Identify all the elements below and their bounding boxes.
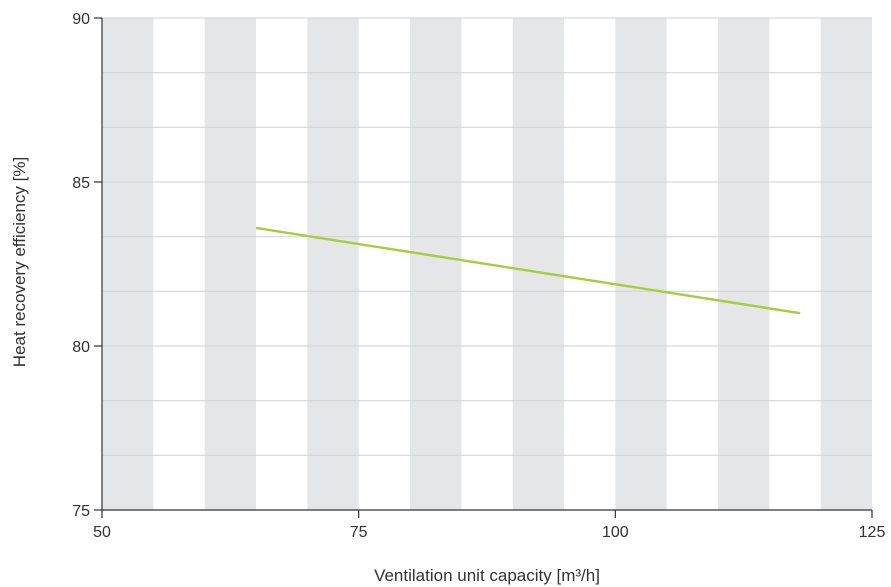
background-band-6 [718, 18, 770, 510]
x-tick-label-1: 75 [350, 524, 368, 541]
background-bands [102, 18, 872, 510]
background-band-0 [102, 18, 154, 510]
background-band-5 [615, 18, 667, 510]
series-line-0 [255, 226, 801, 315]
series-layer [255, 226, 801, 315]
y-axis-title: Heat recovery efficiency [%] [10, 157, 29, 367]
background-band-4 [512, 18, 564, 510]
background-band-2 [307, 18, 359, 510]
x-tick-label-3: 125 [859, 524, 886, 541]
y-tick-label-3: 90 [72, 11, 90, 28]
x-tick-label-0: 50 [93, 524, 111, 541]
background-band-1 [204, 18, 256, 510]
axes [94, 17, 873, 518]
y-tick-label-2: 85 [72, 175, 90, 192]
x-tick-label-2: 100 [602, 524, 629, 541]
background-band-3 [410, 18, 462, 510]
background-band-7 [820, 18, 872, 510]
gridlines [102, 17, 872, 456]
y-tick-label-0: 75 [72, 503, 90, 520]
y-tick-label-1: 80 [72, 339, 90, 356]
x-axis-title: Ventilation unit capacity [m³/h] [374, 566, 600, 585]
